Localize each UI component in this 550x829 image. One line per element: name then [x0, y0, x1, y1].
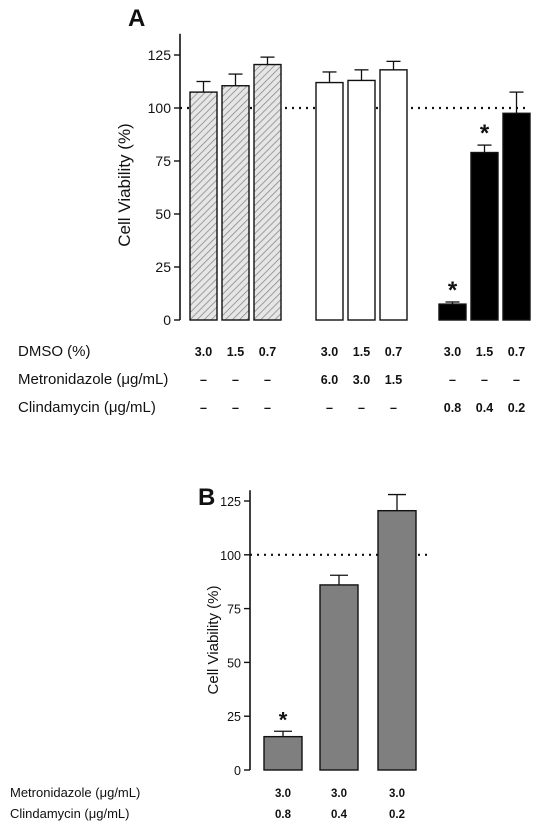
panel-b-condition-value: 0.8: [275, 809, 292, 821]
panel-a-bar: [347, 79, 376, 321]
panel-a-bar: [379, 69, 408, 321]
panel-b-y-tick-label: 0: [234, 764, 241, 778]
panel-b-significance-star: *: [279, 707, 288, 732]
panel-a-y-axis: 0 25 50 75 100 125: [148, 33, 181, 328]
panel-b-condition-table: Metronidazole (μg/mL) Clindamycin (μg/mL)…: [10, 785, 405, 821]
panel-a-significance-star: *: [448, 277, 458, 304]
panel-a-condition-value: 0.7: [259, 345, 276, 359]
panel-a-bar: [470, 151, 499, 321]
panel-b-y-tick-label: 75: [227, 603, 241, 617]
panel-b-y-axis-label: Cell Viability (%): [205, 586, 222, 695]
panel-b-condition-value: 3.0: [389, 788, 405, 800]
panel-b: B Cell Viability (%) 0 25 50 75 100 125 * Met…: [10, 484, 432, 821]
panel-a-significance-star: *: [480, 120, 490, 147]
panel-a-condition-value: 3.0: [353, 373, 370, 387]
panel-a-condition-value: 1.5: [227, 345, 244, 359]
panel-a-y-tick-label: 75: [155, 153, 171, 169]
panel-b-y-tick-label: 125: [220, 495, 241, 509]
panel-a-condition-value: –: [326, 401, 333, 415]
panel-b-condition-value: 0.2: [389, 809, 405, 821]
panel-b-y-tick-label: 100: [220, 549, 241, 563]
panel-a-condition-table: DMSO (%) Metronidazole (μg/mL) Clindamycin…: [18, 343, 525, 416]
panel-a-bars: **: [189, 56, 531, 321]
panel-a-condition-value: 3.0: [321, 345, 338, 359]
panel-a-bar: [502, 112, 531, 321]
panel-a-condition-value: 0.7: [508, 345, 525, 359]
panel-a-condition-value: 0.8: [444, 401, 461, 415]
panel-a-y-axis-label: Cell Viability (%): [115, 123, 134, 246]
panel-a-bar: [253, 63, 282, 321]
panel-a-condition-value: 0.7: [385, 345, 402, 359]
panel-b-bars: *: [263, 493, 417, 771]
panel-a-y-tick-label: 25: [155, 259, 171, 275]
panel-a-bar: [438, 303, 467, 321]
panel-a-condition-value: 3.0: [195, 345, 212, 359]
panel-a-condition-value: –: [481, 373, 488, 387]
panel-a-condition-value: –: [200, 373, 207, 387]
panel-a-condition-value: 3.0: [444, 345, 461, 359]
panel-a-condition-value: 6.0: [321, 373, 338, 387]
panel-b-row-label: Metronidazole (μg/mL): [10, 785, 140, 800]
panel-a-condition-value: 1.5: [353, 345, 370, 359]
panel-a-condition-value: –: [513, 373, 520, 387]
panel-a-condition-value: –: [358, 401, 365, 415]
panel-a-y-tick-label: 125: [148, 47, 172, 63]
panel-a-bar: [221, 85, 250, 321]
panel-b-y-tick-label: 25: [227, 710, 241, 724]
panel-a-condition-value: 1.5: [385, 373, 402, 387]
panel-b-condition-value: 3.0: [275, 788, 291, 800]
panel-a-condition-value: –: [264, 373, 271, 387]
panel-a-bar: [315, 81, 344, 321]
panel-b-condition-value: 3.0: [331, 788, 347, 800]
panel-a-condition-value: –: [449, 373, 456, 387]
panel-b-row-label: Clindamycin (μg/mL): [10, 806, 129, 821]
panel-a-y-tick-label: 0: [163, 312, 171, 328]
panel-a-condition-value: –: [390, 401, 397, 415]
panel-b-condition-value: 0.4: [331, 809, 348, 821]
panel-a-condition-value: –: [232, 373, 239, 387]
panel-a-condition-value: –: [232, 401, 239, 415]
panel-b-label: B: [198, 484, 215, 511]
panel-a-condition-value: –: [264, 401, 271, 415]
panel-b-bar: [263, 735, 303, 771]
panel-a-condition-value: 0.4: [476, 401, 493, 415]
panel-a-condition-value: 0.2: [508, 401, 525, 415]
panel-a-bar: [189, 91, 218, 321]
panel-b-y-axis: 0 25 50 75 100 125: [220, 490, 251, 778]
panel-b-bar: [319, 584, 359, 771]
panel-a-row-label: DMSO (%): [18, 343, 91, 360]
panel-a-row-label: Metronidazole (μg/mL): [18, 371, 168, 388]
panel-b-bar: [377, 509, 417, 771]
panel-a-row-label: Clindamycin (μg/mL): [18, 399, 156, 416]
panel-a-y-tick-label: 50: [155, 206, 171, 222]
panel-a-condition-value: 1.5: [476, 345, 493, 359]
panel-a-y-tick-label: 100: [148, 100, 172, 116]
panel-a-label: A: [128, 5, 145, 32]
panel-a-condition-value: –: [200, 401, 207, 415]
panel-b-y-tick-label: 50: [227, 656, 241, 670]
